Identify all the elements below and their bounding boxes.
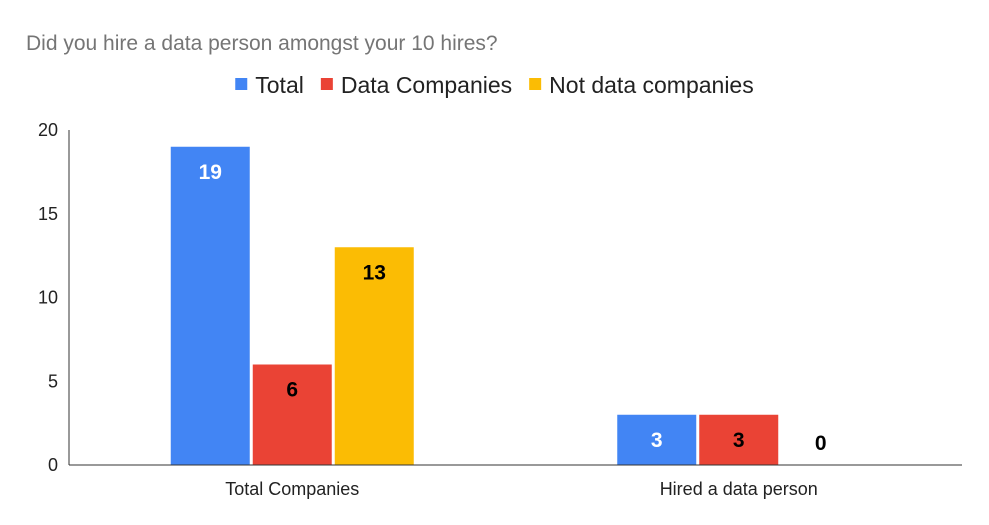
y-tick-label: 15 <box>38 204 58 224</box>
data-label-data-companies: 3 <box>733 429 745 452</box>
data-label-total: 3 <box>651 429 663 452</box>
y-tick-label: 5 <box>48 371 58 391</box>
x-tick-label: Hired a data person <box>660 479 818 499</box>
data-label-not-data-companies: 13 <box>363 261 386 284</box>
legend: Total Data Companies Not data companies <box>235 72 754 98</box>
y-axis-ticks: 0 5 10 15 20 <box>38 120 58 475</box>
x-tick-label: Total Companies <box>225 479 359 499</box>
y-tick-label: 10 <box>38 288 58 308</box>
y-tick-label: 20 <box>38 120 58 140</box>
chart-title: Did you hire a data person amongst your … <box>26 32 498 55</box>
bar-data-companies <box>252 364 332 465</box>
legend-label: Total <box>255 72 304 98</box>
legend-item-not-data-companies: Not data companies <box>529 72 754 98</box>
bar-data-companies <box>699 414 779 465</box>
legend-label: Not data companies <box>549 72 754 98</box>
legend-item-total: Total <box>235 72 304 98</box>
data-label-not-data-companies: 0 <box>815 432 827 455</box>
bar-total <box>617 414 697 465</box>
bars: 19 6 13 3 3 0 <box>170 146 827 465</box>
legend-swatch <box>235 78 248 90</box>
x-axis-labels: Total Companies Hired a data person <box>225 479 818 499</box>
bar-not-data-companies <box>334 247 414 465</box>
data-label-total: 19 <box>199 161 222 184</box>
data-label-data-companies: 6 <box>286 379 298 402</box>
legend-item-data-companies: Data Companies <box>320 72 512 98</box>
bar-total <box>170 146 250 465</box>
legend-label: Data Companies <box>341 72 512 98</box>
legend-swatch <box>320 78 333 90</box>
legend-swatch <box>529 78 542 90</box>
y-tick-label: 0 <box>48 455 58 475</box>
